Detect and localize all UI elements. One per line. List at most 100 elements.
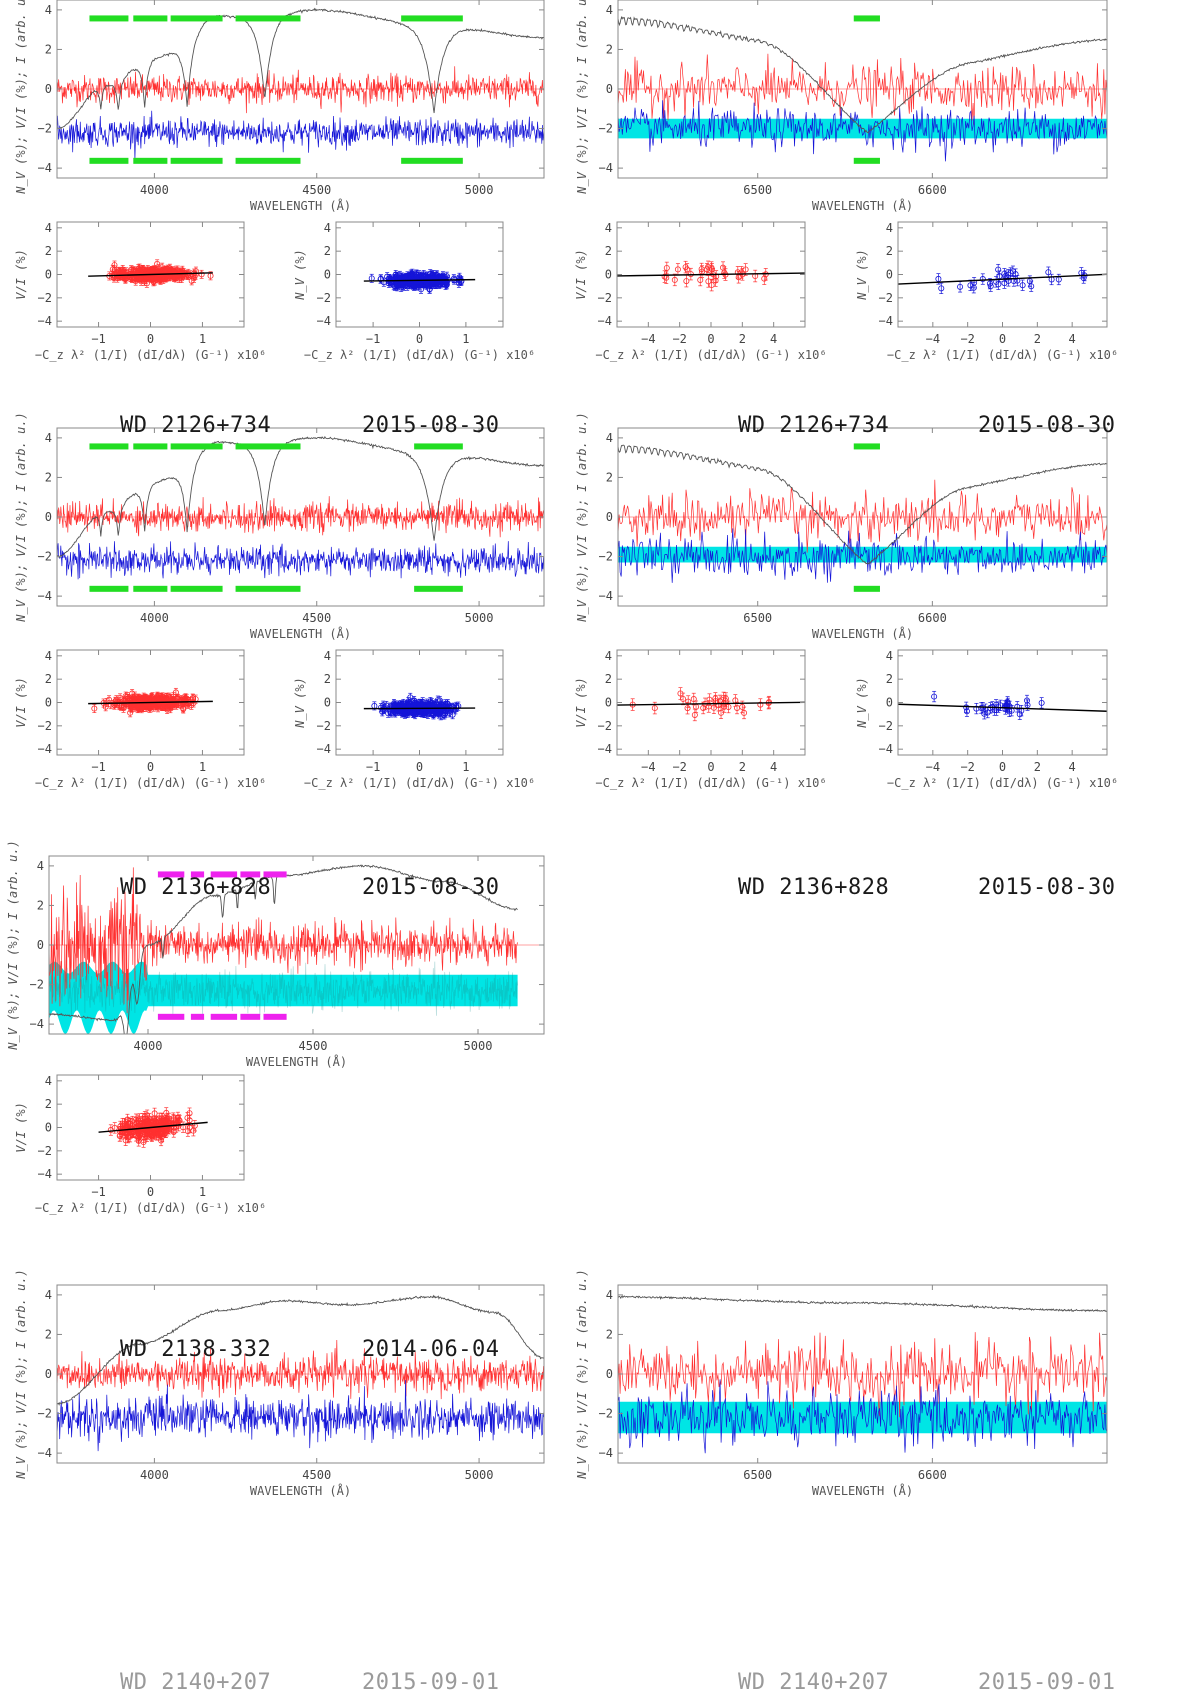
mask-bar-top [89, 443, 128, 449]
x-tick-label: 0 [147, 332, 154, 346]
y-axis-label: N_V (%); V/I (%); I (arb. u.) [14, 0, 28, 195]
x-tick-label: 6600 [918, 611, 947, 625]
x-axis-label: WAVELENGTH (Å) [812, 198, 913, 213]
mask-bar-bottom [171, 586, 223, 592]
y-tick-label: −4 [598, 314, 612, 328]
x-tick-label: 2 [739, 332, 746, 346]
x-tick-label: 0 [999, 332, 1006, 346]
mask-bar-top [401, 15, 463, 21]
y-tick-label: −2 [38, 550, 52, 564]
y-tick-label: −2 [317, 291, 331, 305]
y-tick-label: −4 [317, 314, 331, 328]
y-tick-label: −4 [599, 161, 613, 175]
y-tick-label: 0 [45, 82, 52, 96]
mask-bar-bottom [236, 586, 301, 592]
x-axis-label: −C_z λ² (1/I) (dI/dλ) (G⁻¹) x10⁶ [304, 348, 535, 362]
x-tick-label: 1 [199, 332, 206, 346]
y-axis-label: N_V (%); V/I (%); I (arb. u.) [575, 0, 589, 195]
y-tick-label: −4 [879, 314, 893, 328]
mask-bar-top [414, 443, 463, 449]
mask-bar-bottom [171, 158, 223, 164]
mask-bar-bottom [133, 586, 167, 592]
y-tick-label: 4 [324, 221, 331, 235]
y-tick-label: 4 [886, 221, 893, 235]
y-tick-label: −4 [38, 161, 52, 175]
y-tick-label: 0 [606, 82, 613, 96]
x-tick-label: 6600 [918, 183, 947, 197]
x-tick-label: 0 [147, 760, 154, 774]
y-tick-label: 2 [606, 42, 613, 56]
plot-area [898, 264, 1107, 293]
plot-area [364, 269, 475, 293]
mask-bar-bottom [89, 158, 128, 164]
mask-bar-top [236, 15, 301, 21]
y-tick-label: 4 [606, 3, 613, 17]
null-series [57, 541, 544, 579]
y-tick-label: −2 [38, 291, 52, 305]
y-axis-label: N_V (%) [293, 249, 307, 301]
plot-area [618, 15, 1107, 163]
y-tick-label: −4 [599, 589, 613, 603]
x-axis-label: −C_z λ² (1/I) (dI/dλ) (G⁻¹) x10⁶ [887, 348, 1118, 362]
x-tick-label: −2 [960, 332, 974, 346]
v-over-i-series [57, 66, 544, 113]
mask-bar-top [133, 443, 167, 449]
x-tick-label: 1 [462, 332, 469, 346]
y-tick-label: −2 [38, 122, 52, 136]
x-tick-label: 0 [416, 332, 423, 346]
y-tick-label: 4 [605, 221, 612, 235]
x-tick-label: 2 [1034, 332, 1041, 346]
y-tick-label: 2 [45, 672, 52, 686]
x-tick-label: 5000 [465, 611, 494, 625]
x-axis-label: −C_z λ² (1/I) (dI/dλ) (G⁻¹) x10⁶ [35, 348, 266, 362]
x-axis-label: WAVELENGTH (Å) [250, 198, 351, 213]
y-tick-label: −2 [879, 291, 893, 305]
x-tick-label: 4 [770, 332, 777, 346]
y-axis-label: V/I (%) [574, 249, 588, 300]
x-tick-label: 5000 [465, 183, 494, 197]
mask-bar-bottom [89, 586, 128, 592]
mask-bar-bottom [401, 158, 463, 164]
plot-area [364, 693, 475, 720]
x-tick-label: 0 [707, 332, 714, 346]
y-axis-label: N_V (%); V/I (%); I (arb. u.) [575, 412, 589, 623]
y-tick-label: 4 [606, 431, 613, 445]
plot-area [88, 688, 213, 717]
mask-bar-bottom [236, 158, 301, 164]
x-axis-label: WAVELENGTH (Å) [812, 626, 913, 641]
y-tick-label: 2 [45, 470, 52, 484]
y-tick-label: 2 [324, 244, 331, 258]
stokes-i-spectrum [57, 437, 544, 558]
y-tick-label: 2 [45, 42, 52, 56]
y-tick-label: 0 [45, 696, 52, 710]
x-tick-label: −2 [672, 332, 686, 346]
y-tick-label: 0 [606, 510, 613, 524]
y-tick-label: 0 [45, 510, 52, 524]
x-tick-label: −4 [926, 332, 940, 346]
y-axis-label: V/I (%) [14, 677, 28, 728]
y-tick-label: 0 [45, 268, 52, 282]
x-tick-label: 4000 [140, 183, 169, 197]
mask-bar-bottom [854, 586, 880, 592]
y-tick-label: 4 [45, 3, 52, 17]
y-tick-label: 0 [324, 268, 331, 282]
x-tick-label: −4 [641, 332, 655, 346]
null-series [57, 111, 544, 161]
mask-bar-top [854, 443, 880, 449]
x-tick-label: 6500 [743, 611, 772, 625]
mask-bar-top [236, 443, 301, 449]
y-tick-label: 4 [45, 431, 52, 445]
plot-area [618, 443, 1107, 591]
mask-bar-top [854, 15, 880, 21]
x-tick-label: 6500 [743, 183, 772, 197]
plot-area [88, 260, 213, 288]
y-tick-label: −2 [38, 719, 52, 733]
x-axis-label: −C_z λ² (1/I) (dI/dλ) (G⁻¹) x10⁶ [595, 348, 826, 362]
y-tick-label: −4 [38, 314, 52, 328]
